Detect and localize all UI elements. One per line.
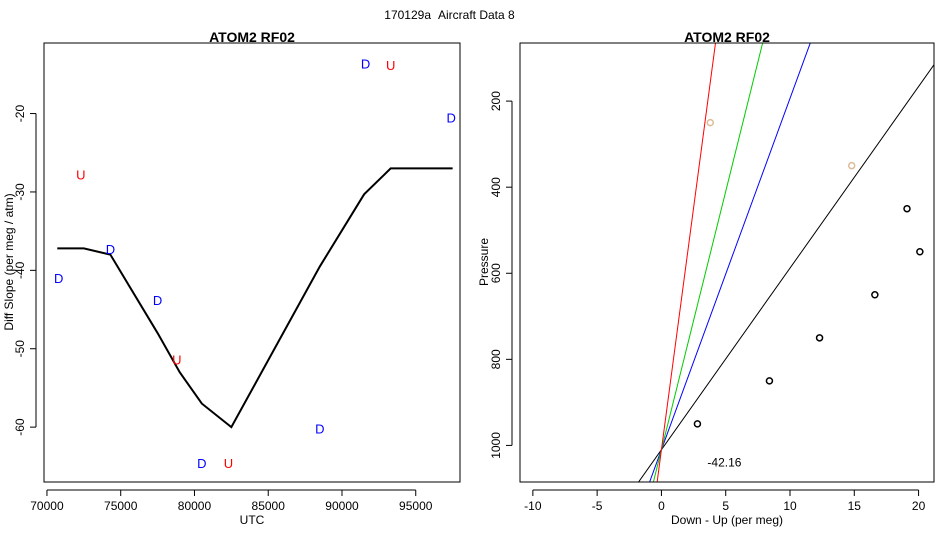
scatter-point xyxy=(847,161,856,170)
right-x-tick-label: -10 xyxy=(524,499,542,513)
down-marker: D xyxy=(315,422,324,437)
right-y-tick-label: 800 xyxy=(489,349,503,369)
down-marker: D xyxy=(446,110,455,125)
left-y-tick-label: -40 xyxy=(13,261,27,279)
right-x-tick-label: 20 xyxy=(912,499,926,513)
left-x-tick-label: 75000 xyxy=(104,499,138,513)
scatter-point xyxy=(765,377,774,385)
down-marker: D xyxy=(54,271,63,286)
right-chart-panel: ATOM2 RF02 -10 -5 0 5 10 15 20 200 400 600 800 100… xyxy=(477,29,935,527)
right-x-tick-label: 5 xyxy=(722,499,729,513)
left-x-axis-label: UTC xyxy=(240,513,265,527)
down-marker: D xyxy=(106,242,115,257)
scatter-point xyxy=(871,291,879,299)
right-x-tick-label: 15 xyxy=(848,499,862,513)
down-marker: D xyxy=(361,56,370,71)
right-y-axis-label: Pressure xyxy=(477,238,491,286)
right-annotation: -42.16 xyxy=(707,456,741,470)
up-marker: U xyxy=(172,353,181,368)
fit-line xyxy=(656,43,717,482)
left-x-tick-label: 80000 xyxy=(178,499,212,513)
left-y-axis: -60 -50 -40 -30 -20 xyxy=(13,105,37,436)
right-y-tick-label: 1000 xyxy=(489,432,503,459)
left-x-tick-label: 95000 xyxy=(399,499,433,513)
right-x-tick-label: 0 xyxy=(658,499,665,513)
down-marker: D xyxy=(197,456,206,471)
left-markers: D U D D U D U D D U D xyxy=(54,56,456,471)
left-plot-frame xyxy=(43,42,461,483)
left-chart-title: ATOM2 RF02 xyxy=(209,29,295,45)
right-points xyxy=(693,118,924,428)
left-x-tick-label: 90000 xyxy=(325,499,359,513)
scatter-point xyxy=(693,420,702,428)
right-y-tick-label: 200 xyxy=(489,91,503,111)
left-y-tick-label: -30 xyxy=(13,183,27,201)
left-x-tick-label: 85000 xyxy=(252,499,286,513)
supertitle-id: 170129a xyxy=(384,8,431,22)
scatter-point xyxy=(916,247,924,256)
left-x-axis: 70000 75000 80000 85000 90000 95000 xyxy=(30,489,433,513)
right-plot-frame xyxy=(519,42,935,483)
right-chart-title: ATOM2 RF02 xyxy=(684,29,770,45)
supertitle: 170129a Aircraft Data 8 xyxy=(384,8,515,22)
right-fit-lines xyxy=(637,43,934,482)
right-y-tick-label: 400 xyxy=(489,177,503,197)
left-y-tick-label: -60 xyxy=(13,418,27,436)
down-marker: D xyxy=(153,293,162,308)
right-x-tick-label: 10 xyxy=(783,499,797,513)
left-y-tick-label: -20 xyxy=(13,105,27,123)
diff-slope-line xyxy=(57,167,453,429)
right-x-axis: -10 -5 0 5 10 15 20 xyxy=(524,489,926,513)
left-chart-panel: ATOM2 RF02 70000 75000 80000 85000 90000 9500… xyxy=(2,29,461,527)
up-marker: U xyxy=(224,456,233,471)
right-x-axis-label: Down - Up (per meg) xyxy=(671,513,783,527)
up-marker: U xyxy=(386,58,395,73)
right-y-tick-label: 600 xyxy=(489,263,503,283)
up-marker: U xyxy=(76,168,85,183)
supertitle-text: Aircraft Data 8 xyxy=(438,8,515,22)
scatter-point xyxy=(706,118,715,127)
fit-line xyxy=(637,63,934,482)
right-y-axis: 200 400 600 800 1000 xyxy=(489,91,513,459)
left-x-tick-label: 70000 xyxy=(30,499,64,513)
left-y-axis-label: Diff Slope (per meg / atm) xyxy=(2,193,16,330)
scatter-point xyxy=(815,334,824,342)
left-y-tick-label: -50 xyxy=(13,340,27,358)
right-x-tick-label: -5 xyxy=(592,499,603,513)
scatter-point xyxy=(903,204,911,213)
